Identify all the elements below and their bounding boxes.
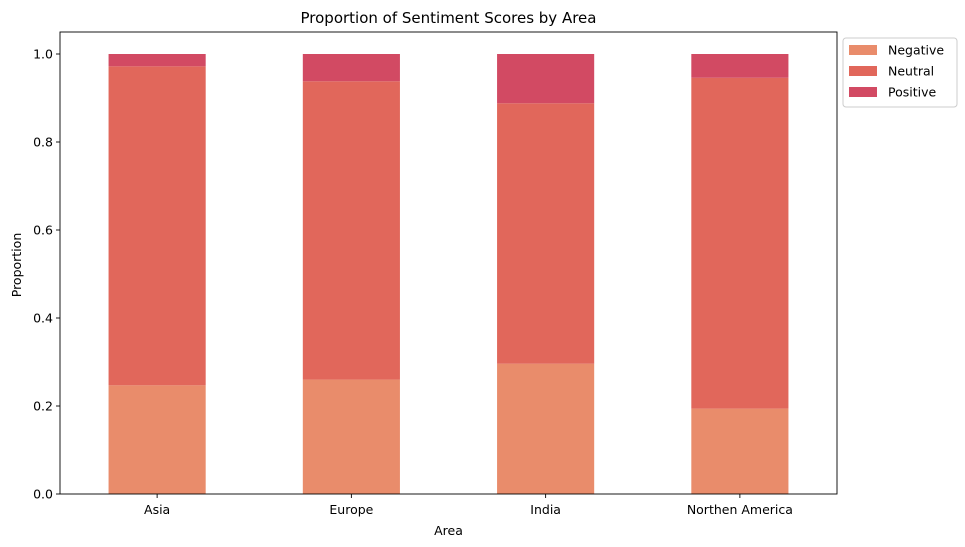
bar-negative-asia bbox=[108, 385, 206, 494]
bar-positive-northen-america bbox=[691, 54, 789, 78]
y-tick-label: 0.0 bbox=[33, 487, 53, 502]
bar-negative-northen-america bbox=[691, 408, 789, 494]
bar-positive-asia bbox=[108, 54, 206, 67]
bar-negative-europe bbox=[302, 379, 400, 494]
y-tick-label: 0.6 bbox=[33, 223, 53, 238]
y-tick-label: 0.4 bbox=[33, 311, 53, 326]
plot-frame bbox=[59, 31, 838, 495]
axes-group: 0.0 0.2 0.4 0.6 0.8 1.0 Asia Europe India Northen… bbox=[33, 31, 838, 517]
legend-swatch-positive bbox=[849, 87, 877, 97]
legend-label-neutral: Neutral bbox=[888, 64, 934, 79]
bar-neutral-india bbox=[497, 103, 595, 364]
bar-positive-europe bbox=[302, 54, 400, 82]
legend-label-negative: Negative bbox=[888, 43, 944, 58]
y-tick-label: 0.2 bbox=[33, 399, 53, 414]
x-tick-label: India bbox=[530, 502, 561, 517]
legend: Negative Neutral Positive bbox=[842, 37, 958, 108]
x-tick-label: Asia bbox=[144, 502, 170, 517]
bar-neutral-asia bbox=[108, 66, 206, 386]
legend-swatch-negative bbox=[849, 45, 877, 55]
bar-positive-india bbox=[497, 54, 595, 104]
bars-group bbox=[108, 54, 789, 494]
x-tick-label: Europe bbox=[329, 502, 373, 517]
bar-negative-india bbox=[497, 363, 595, 494]
bar-neutral-europe bbox=[302, 81, 400, 380]
x-tick-label: Northen America bbox=[687, 502, 793, 517]
bar-neutral-northen-america bbox=[691, 77, 789, 409]
chart-title: Proportion of Sentiment Scores by Area bbox=[301, 9, 597, 27]
legend-label-positive: Positive bbox=[888, 85, 936, 100]
y-tick-label: 1.0 bbox=[33, 47, 53, 62]
x-axis-title: Area bbox=[434, 523, 463, 538]
y-axis-title: Proportion bbox=[9, 233, 24, 298]
legend-swatch-neutral bbox=[849, 66, 877, 76]
y-tick-label: 0.8 bbox=[33, 135, 53, 150]
